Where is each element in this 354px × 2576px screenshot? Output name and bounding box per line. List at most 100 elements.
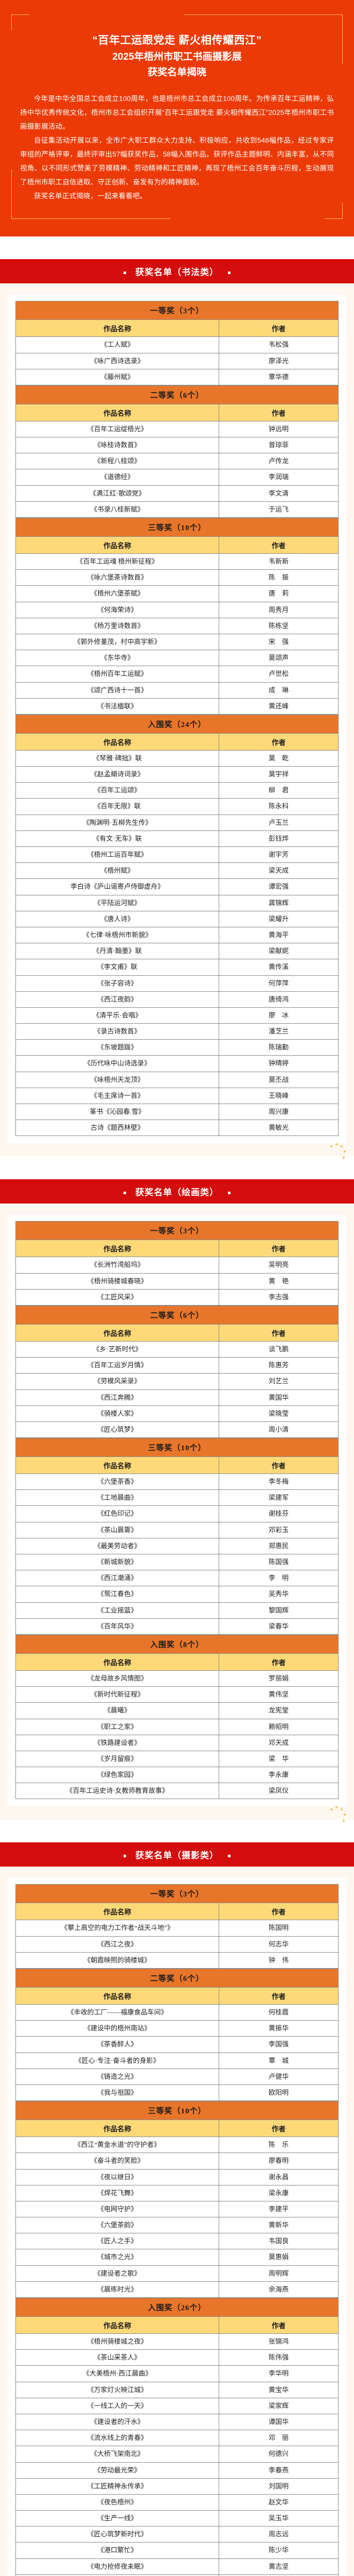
column-header-row: 作品名称 作者	[15, 1240, 339, 1258]
column-header-author: 作者	[219, 1240, 339, 1258]
section-spacer	[0, 1157, 354, 1180]
section-banner-label: 获奖名单（摄影类）	[135, 1851, 219, 1861]
work-title: 《匠心筑梦》	[15, 1421, 219, 1438]
work-author: 陈 乐	[219, 2137, 339, 2154]
column-header-author: 作者	[219, 2120, 339, 2138]
work-author: 李国强	[219, 2036, 339, 2053]
work-title: 《李文甫》联	[15, 959, 219, 976]
work-author: 钟远明	[219, 420, 339, 438]
column-header-row: 作品名称 作者	[15, 319, 339, 337]
work-author: 梁建军	[219, 1489, 339, 1506]
section-body-3: 一等奖（3个） 作品名称 作者 《攀上高空的电力工作者“战天斗地”》 陈国明 《西江之夜》…	[0, 1867, 354, 2576]
table-row: 《大美梧州·西江晨曲》 李华明	[15, 2365, 339, 2382]
table-row: 《何海荣诗》 周秀月	[15, 601, 339, 618]
work-title: 《琴雅·碑拙》联	[15, 750, 219, 767]
table-row: 《百年工运颂》柳 君	[15, 782, 339, 799]
work-title: 《港口繁忙》	[15, 2542, 219, 2559]
table-row: 《鸳江春色》 吴秀华	[15, 1586, 339, 1603]
table-row: 《新城新貌》 陈国强	[15, 1554, 339, 1571]
hero-banner: “百年工运跟党走 薪火相传耀西江” 2025年梧州市职工书画摄影展 获奖名单揭晓…	[0, 0, 354, 237]
section-body-2: 一等奖（3个） 作品名称 作者 《长洲竹湾船坞》 吴明亮 《梧州骑楼城春晓》黄 艳《工匠风…	[0, 1204, 354, 1822]
work-title: 《匠人之手》	[15, 2233, 219, 2250]
table-row: 《朝霞映照的骑楼城》钟 伟	[15, 1952, 339, 1969]
work-title: 《匠心筑梦新时代》	[15, 2526, 219, 2543]
work-author: 钟晴婷	[219, 1055, 339, 1072]
tier-title: 三等奖（10个）	[15, 518, 339, 537]
work-title: 《茶山采茶人》	[15, 2349, 219, 2366]
work-author: 卢健华	[219, 2068, 339, 2085]
work-author: 廖春明	[219, 2153, 339, 2170]
work-title: 《东坡题跋》	[15, 1039, 219, 1056]
work-author: 王晓峰	[219, 1087, 339, 1105]
work-title: 《梧州赋》	[15, 862, 219, 879]
table-row: 《梧州六堡茶赋》唐 莉	[15, 585, 339, 602]
table-row: 《骑楼人家》 梁晓莹	[15, 1405, 339, 1422]
table-row: 《百年工运绽梧光》 钟远明	[15, 420, 339, 438]
table-row: 《梧州骑楼城春晓》黄 艳	[15, 1273, 339, 1290]
table-row: 《梧州骑楼城之夜》 张锦鸿	[15, 2333, 339, 2350]
work-title: 《咏六堡茶诗数首》	[15, 569, 219, 586]
work-title: 《最美劳动者》	[15, 1537, 219, 1555]
table-row: 《奋斗者的笑脸》 廖春明	[15, 2153, 339, 2170]
work-author: 卢世松	[219, 666, 339, 683]
work-author: 黄志坚	[219, 2558, 339, 2575]
column-header-title: 作品名称	[15, 403, 219, 421]
column-header-row: 作品名称 作者	[15, 1324, 339, 1342]
work-title: 《西江奔腾》	[15, 1389, 219, 1406]
column-header-row: 作品名称 作者	[15, 403, 339, 421]
tier-title: 入围奖（26个）	[15, 2298, 339, 2317]
column-header-title: 作品名称	[15, 1324, 219, 1342]
work-author: 周明辉	[219, 2265, 339, 2282]
work-title: 《道德经》	[15, 469, 219, 486]
work-author: 覃 城	[219, 2052, 339, 2069]
column-header-row: 作品名称 作者	[15, 536, 339, 554]
table-row: 《绿色家园》 李永康	[15, 1767, 339, 1784]
table-row: 《历代咏中山诗选录》 钟晴婷	[15, 1055, 339, 1072]
table-row: 古诗《题西林壁》 黄敏光	[15, 1120, 339, 1137]
work-title: 《梧州六堡茶赋》	[15, 585, 219, 602]
work-title: 《丹清·翰墨》联	[15, 943, 219, 960]
column-header-title: 作品名称	[15, 2316, 219, 2334]
column-header-row: 作品名称 作者	[15, 733, 339, 751]
award-table: 三等奖（10个） 作品名称 作者 《西江“黄金水道”的守护者》陈 乐《奋斗者的笑脸》廖…	[15, 2101, 339, 2298]
work-title: 《西江“黄金水道”的守护者》	[15, 2137, 219, 2154]
work-title: 《绿色家园》	[15, 1767, 219, 1784]
column-header-title: 作品名称	[15, 2120, 219, 2138]
column-header-title: 作品名称	[15, 319, 219, 337]
work-author: 梁永康	[219, 2184, 339, 2201]
award-table: 入围奖（8个） 作品名称 作者 《龙母故乡风情图》 罗丽娟 《新时代新征程》 黄伟坚 《晨曦》…	[15, 1634, 339, 1800]
work-author: 黄海平	[219, 926, 339, 944]
work-author: 何德兴	[219, 2446, 339, 2463]
column-header-title: 作品名称	[15, 1240, 219, 1258]
table-row: 《职工之家》 赖昭明	[15, 1718, 339, 1735]
section-spacer	[0, 236, 354, 260]
table-row: 《西江“黄金水道”的守护者》陈 乐	[15, 2137, 339, 2154]
work-title: 《朝霞映照的骑楼城》	[15, 1952, 219, 1969]
column-header-row: 作品名称 作者	[15, 1653, 339, 1671]
work-title: 《颂广西诗十一首》	[15, 682, 219, 699]
work-title: 《梧州骑楼城之夜》	[15, 2333, 219, 2350]
tier-header-row: 一等奖（3个）	[15, 301, 339, 320]
work-title: 《长洲竹湾船坞》	[15, 1257, 219, 1274]
column-header-title: 作品名称	[15, 1987, 219, 2005]
work-title: 《杨万里诗数首》	[15, 617, 219, 634]
column-header-author: 作者	[219, 536, 339, 554]
work-title: 《新城新貌》	[15, 1554, 219, 1571]
table-row: 《藤州赋》 覃华德	[15, 368, 339, 385]
banner-dot-left	[123, 1855, 126, 1858]
work-title: 《夜以继日》	[15, 2168, 219, 2185]
work-title: 《录古诗数首》	[15, 1023, 219, 1040]
table-row: 《电力抢修夜未眠》 黄志坚	[15, 2558, 339, 2575]
banner-dot-left	[123, 1192, 126, 1195]
work-title: 《匠心·专注·奋斗者的身影》	[15, 2052, 219, 2069]
table-row: 《书法楹联》 黄还峰	[15, 698, 339, 715]
work-author: 吴秀华	[219, 1586, 339, 1603]
work-author: 黄 艳	[219, 1273, 339, 1290]
hero-subtitle-secondary: 获奖名单揭晓	[147, 66, 206, 78]
work-author: 余海燕	[219, 2281, 339, 2298]
work-author: 廖 冰	[219, 1007, 339, 1024]
work-author: 罗丽娟	[219, 1670, 339, 1687]
work-author: 覃华德	[219, 368, 339, 385]
hero-subtitle: 2025年梧州市职工书画摄影展	[112, 51, 242, 62]
